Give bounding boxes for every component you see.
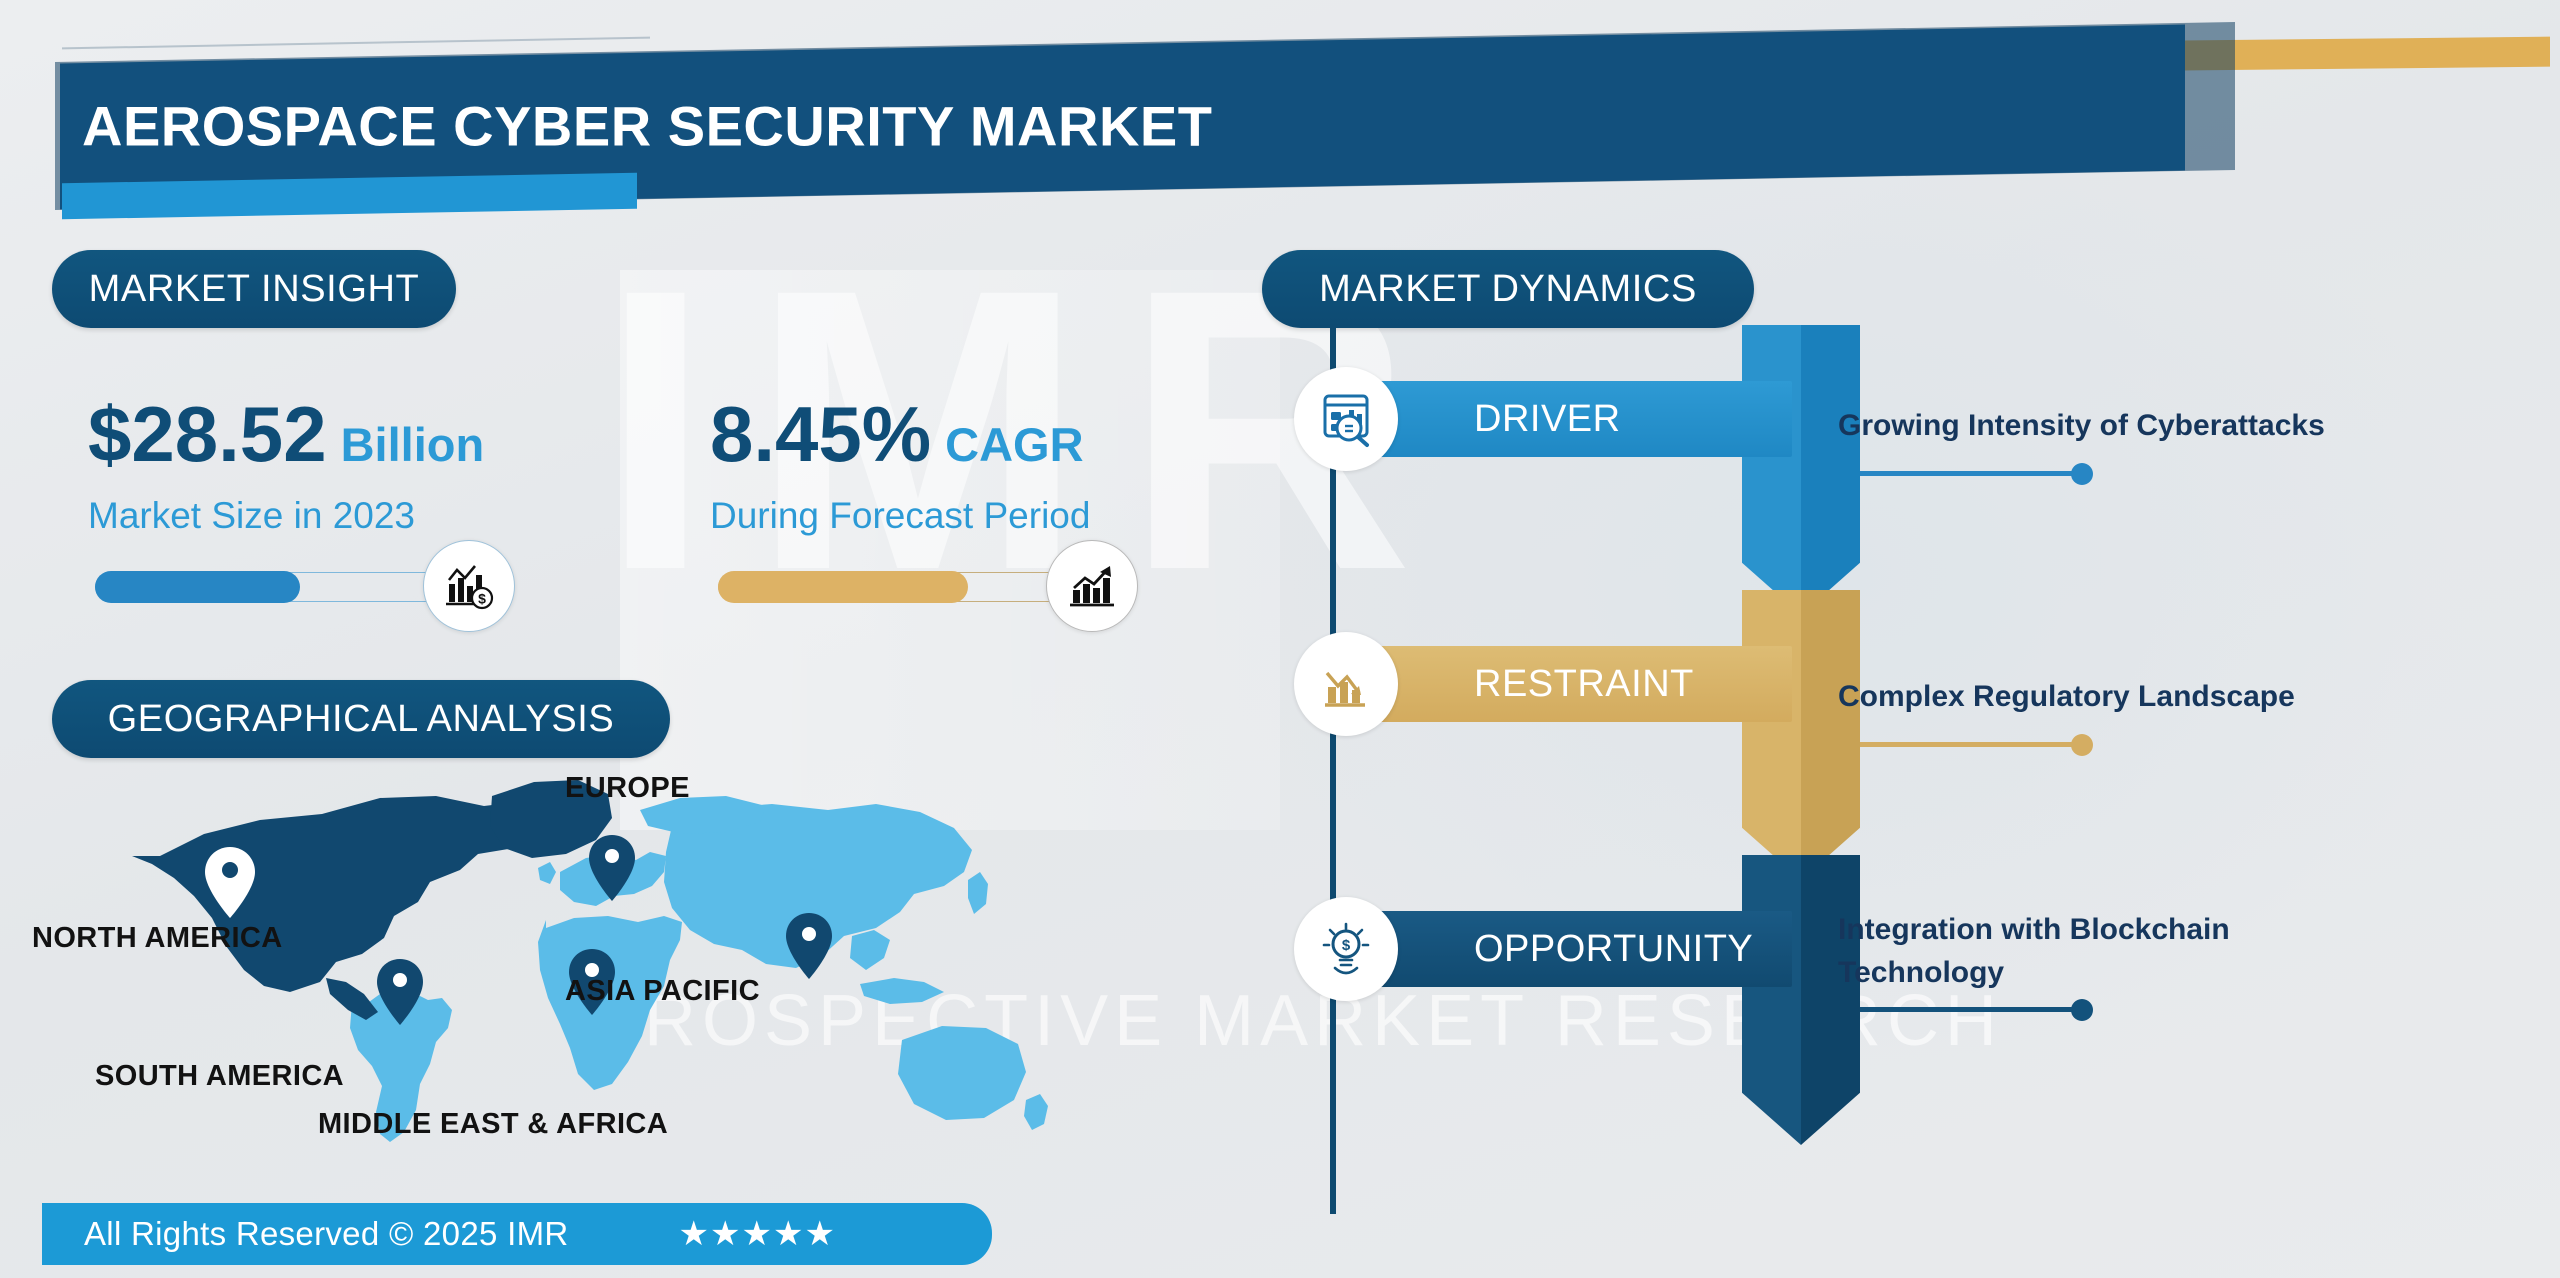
connector-restraint [1860, 734, 2093, 756]
dynamics-label-opportunity: OPPORTUNITY [1474, 927, 1754, 970]
callout-opportunity: Integration with Blockchain Technology [1838, 913, 2230, 989]
connector-dot [2071, 999, 2093, 1021]
progress-fill [95, 571, 300, 603]
badge-market-dynamics: MARKET DYNAMICS [1262, 250, 1754, 328]
ribbon-tail-opportunity [1742, 855, 1860, 1145]
watermark-panel [620, 270, 1280, 830]
map-pin-north-america [205, 847, 255, 918]
rating-stars: ★★★★★ [678, 1215, 836, 1253]
cagr-caption: During Forecast Period [710, 495, 1091, 536]
timeline-spine [1330, 328, 1336, 1214]
ribbon-tail-driver [1742, 325, 1860, 615]
cagr-unit: CAGR [945, 418, 1084, 471]
analytics-dashboard-search-icon [1294, 367, 1398, 471]
map-label-north-america: NORTH AMERICA [32, 922, 283, 954]
page-title: AEROSPACE CYBER SECURITY MARKET [82, 94, 1213, 158]
badge-market-insight: MARKET INSIGHT [52, 250, 456, 328]
map-base-continents [350, 796, 1048, 1142]
connector-dot [2071, 463, 2093, 485]
callout-restraint: Complex Regulatory Landscape [1838, 680, 2295, 713]
banner-driver: DRIVER [1294, 367, 1792, 471]
svg-text:$: $ [1342, 937, 1351, 954]
dynamics-label-driver: DRIVER [1474, 397, 1621, 440]
map-label-asia-pacific: ASIA PACIFIC [565, 975, 760, 1007]
stat-market-size: $28.52 Billion Market Size in 2023 [88, 395, 484, 537]
badge-geographical-analysis: GEOGRAPHICAL ANALYSIS [52, 680, 670, 758]
market-size-caption: Market Size in 2023 [88, 495, 416, 536]
cagr-value: 8.45% [710, 390, 932, 478]
header-thin-line [62, 36, 650, 50]
progress-fill [718, 571, 968, 603]
market-dynamics-timeline: DRIVER Growing Intensity of Cyberattacks [1262, 325, 2552, 1278]
map-label-middle-east-africa: MIDDLE EAST & AFRICA [318, 1108, 669, 1140]
cagr-value-row: 8.45% CAGR [710, 395, 1090, 473]
footer-bar: All Rights Reserved © 2025 IMR ★★★★★ [42, 1203, 992, 1265]
banner-opportunity: $ OPPORTUNITY [1294, 897, 1792, 1001]
map-pin-middle-east-africa [569, 949, 615, 1015]
callout-driver: Growing Intensity of Cyberattacks [1838, 409, 2325, 442]
cagr-progress [718, 565, 1108, 609]
map-label-europe: EUROPE [565, 772, 690, 804]
connector-dot [2071, 734, 2093, 756]
map-pin-europe [589, 835, 635, 901]
map-pins [205, 835, 832, 1025]
dynamics-label-restraint: RESTRAINT [1474, 662, 1694, 705]
banner-restraint: RESTRAINT [1294, 632, 1792, 736]
map-pin-asia-pacific [786, 913, 832, 979]
market-size-value: $28.52 [88, 390, 327, 478]
declining-bar-chart-icon [1294, 632, 1398, 736]
world-map: NORTH AMERICA SOUTH AMERICA EUROPE ASIA … [32, 760, 1160, 1180]
copyright-text: All Rights Reserved © 2025 IMR [84, 1215, 569, 1252]
map-pin-south-america [377, 959, 423, 1025]
market-size-progress [95, 565, 485, 609]
map-label-south-america: SOUTH AMERICA [95, 1060, 345, 1092]
connector-opportunity [1860, 999, 2093, 1021]
bar-chart-dollar-icon: $ [423, 540, 515, 632]
stat-cagr: 8.45% CAGR During Forecast Period [710, 395, 1090, 537]
lightbulb-dollar-icon: $ [1294, 897, 1398, 1001]
world-map-svg [132, 780, 1048, 1142]
market-size-unit: Billion [340, 418, 485, 471]
market-size-value-row: $28.52 Billion [88, 395, 484, 473]
growth-chart-arrow-icon [1046, 540, 1138, 632]
connector-driver [1860, 463, 2093, 485]
svg-text:$: $ [478, 591, 486, 607]
ribbon-tail-restraint [1742, 590, 1860, 880]
